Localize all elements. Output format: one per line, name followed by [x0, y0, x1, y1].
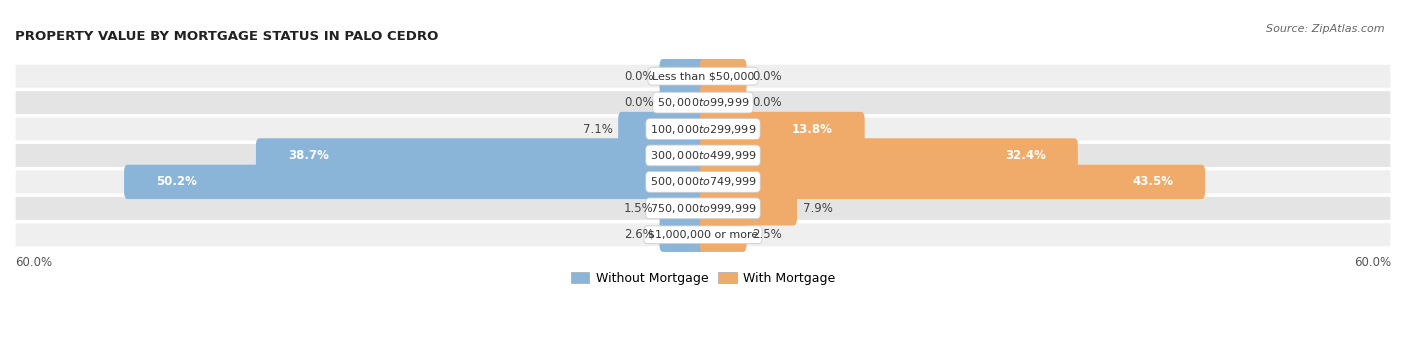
- FancyBboxPatch shape: [700, 165, 1205, 199]
- Text: 13.8%: 13.8%: [792, 122, 832, 136]
- FancyBboxPatch shape: [619, 112, 706, 146]
- FancyBboxPatch shape: [700, 85, 747, 120]
- Text: 0.0%: 0.0%: [752, 70, 782, 83]
- FancyBboxPatch shape: [700, 59, 747, 94]
- Text: 2.6%: 2.6%: [624, 228, 654, 241]
- FancyBboxPatch shape: [256, 138, 706, 173]
- Text: $750,000 to $999,999: $750,000 to $999,999: [650, 202, 756, 215]
- FancyBboxPatch shape: [659, 85, 706, 120]
- FancyBboxPatch shape: [15, 117, 1391, 141]
- Legend: Without Mortgage, With Mortgage: Without Mortgage, With Mortgage: [565, 267, 841, 290]
- Text: 0.0%: 0.0%: [624, 70, 654, 83]
- FancyBboxPatch shape: [15, 143, 1391, 168]
- Text: $500,000 to $749,999: $500,000 to $749,999: [650, 175, 756, 188]
- Text: 32.4%: 32.4%: [1005, 149, 1046, 162]
- Text: 43.5%: 43.5%: [1132, 175, 1173, 188]
- Text: PROPERTY VALUE BY MORTGAGE STATUS IN PALO CEDRO: PROPERTY VALUE BY MORTGAGE STATUS IN PAL…: [15, 30, 439, 43]
- Text: 50.2%: 50.2%: [156, 175, 197, 188]
- Text: $50,000 to $99,999: $50,000 to $99,999: [657, 96, 749, 109]
- FancyBboxPatch shape: [124, 165, 706, 199]
- Text: 7.1%: 7.1%: [582, 122, 613, 136]
- Text: $100,000 to $299,999: $100,000 to $299,999: [650, 122, 756, 136]
- FancyBboxPatch shape: [700, 138, 1078, 173]
- FancyBboxPatch shape: [15, 223, 1391, 247]
- Text: Less than $50,000: Less than $50,000: [652, 71, 754, 81]
- FancyBboxPatch shape: [15, 90, 1391, 115]
- FancyBboxPatch shape: [659, 191, 706, 225]
- FancyBboxPatch shape: [659, 218, 706, 252]
- FancyBboxPatch shape: [15, 64, 1391, 88]
- Text: $1,000,000 or more: $1,000,000 or more: [648, 230, 758, 240]
- Text: 60.0%: 60.0%: [15, 256, 52, 269]
- FancyBboxPatch shape: [659, 59, 706, 94]
- FancyBboxPatch shape: [700, 112, 865, 146]
- Text: Source: ZipAtlas.com: Source: ZipAtlas.com: [1267, 24, 1385, 34]
- Text: $300,000 to $499,999: $300,000 to $499,999: [650, 149, 756, 162]
- Text: 2.5%: 2.5%: [752, 228, 782, 241]
- FancyBboxPatch shape: [700, 218, 747, 252]
- Text: 7.9%: 7.9%: [803, 202, 832, 215]
- Text: 38.7%: 38.7%: [288, 149, 329, 162]
- Text: 0.0%: 0.0%: [752, 96, 782, 109]
- Text: 0.0%: 0.0%: [624, 96, 654, 109]
- FancyBboxPatch shape: [700, 191, 797, 225]
- FancyBboxPatch shape: [15, 170, 1391, 194]
- Text: 60.0%: 60.0%: [1354, 256, 1391, 269]
- Text: 1.5%: 1.5%: [624, 202, 654, 215]
- FancyBboxPatch shape: [15, 196, 1391, 220]
